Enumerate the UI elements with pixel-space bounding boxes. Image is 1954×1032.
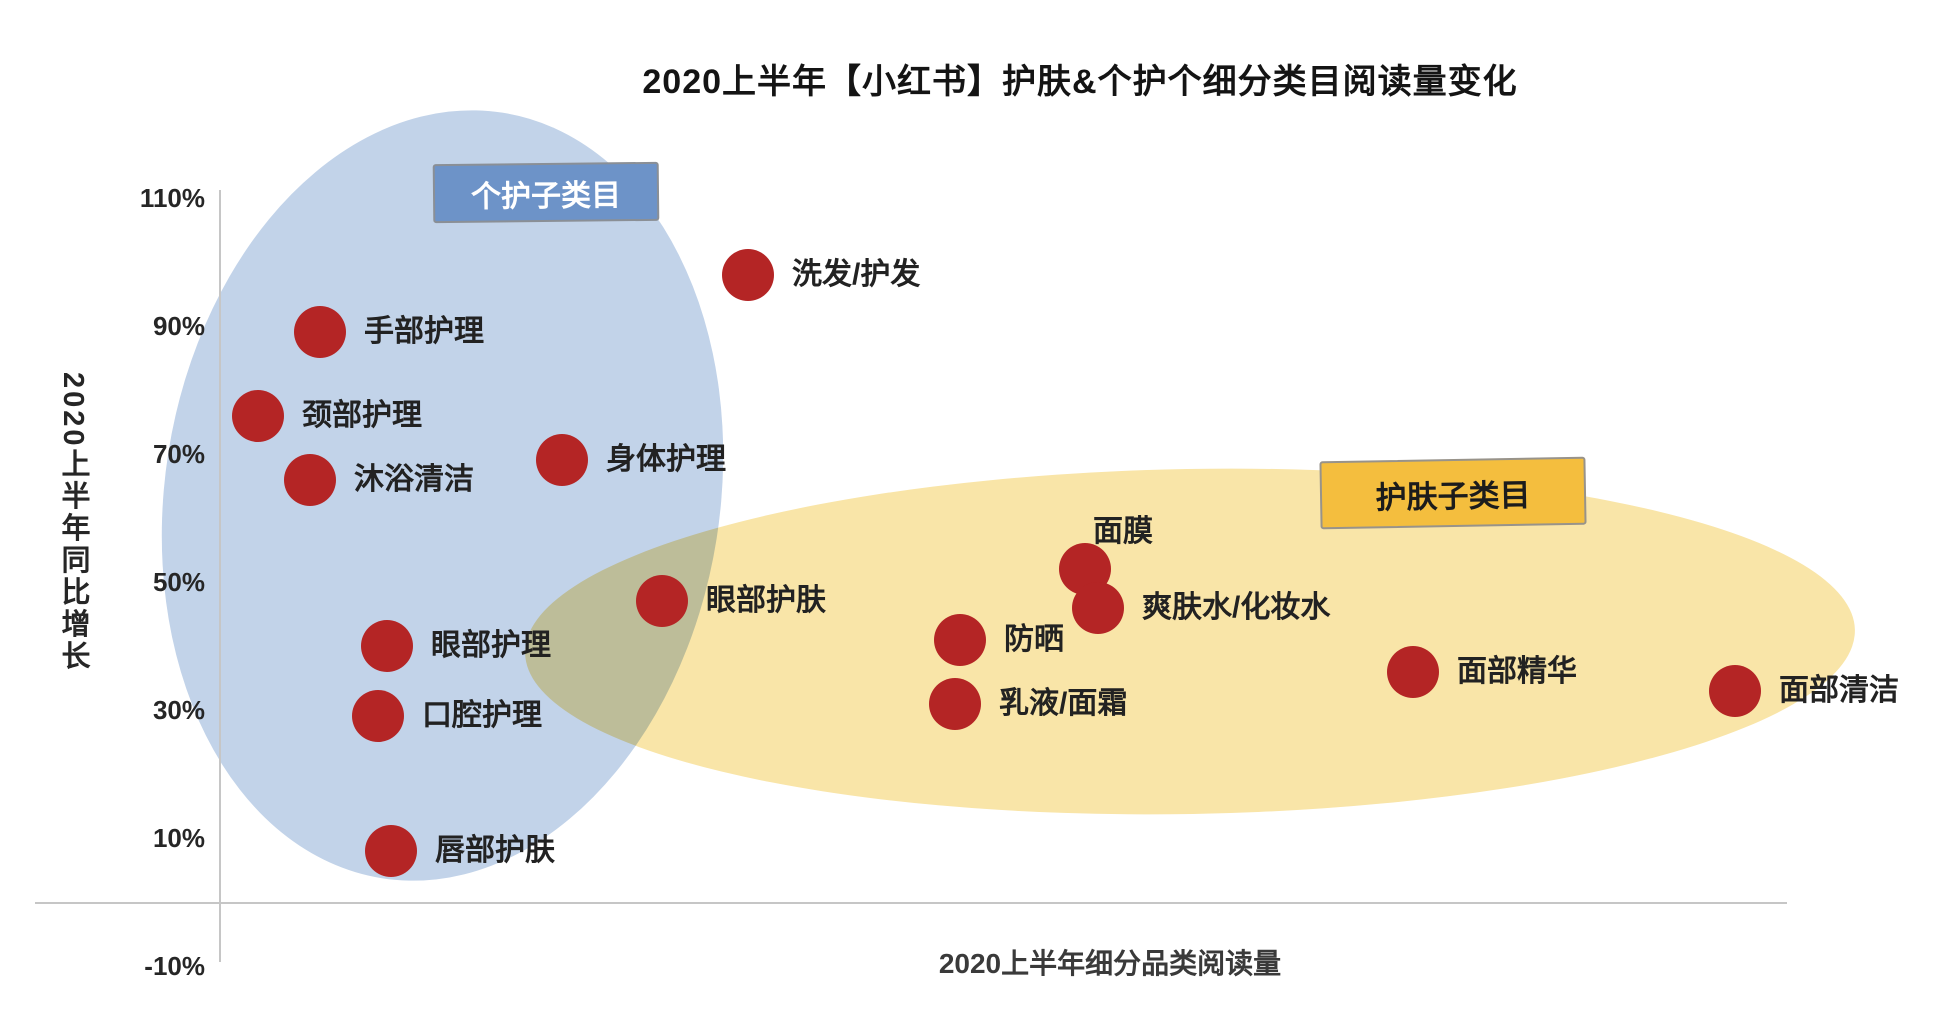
- data-point-toner: [1072, 581, 1124, 634]
- y-axis-title: 2020上半年同比增长: [57, 371, 89, 673]
- data-point-label-sunscreen: 防晒: [1004, 622, 1064, 656]
- data-point-oral-care: [352, 690, 404, 743]
- y-tick-10: 10%: [152, 823, 205, 853]
- y-tick-90: 90%: [152, 311, 205, 341]
- y-tick-30: 30%: [152, 695, 205, 725]
- personal-care-group-label: 个护子类目: [432, 161, 660, 224]
- y-tick--10: -10%: [144, 951, 205, 981]
- data-point-label-face-mask: 面膜: [1093, 515, 1153, 549]
- data-point-label-eye-care: 眼部护理: [431, 629, 551, 662]
- data-point-neck-care: [232, 389, 284, 442]
- data-point-label-neck-care: 颈部护理: [302, 398, 422, 432]
- x-axis-title: 2020上半年细分品类阅读量: [938, 948, 1282, 979]
- data-point-hand-care: [294, 306, 346, 359]
- data-point-label-facial-cleansing: 面部清洁: [1779, 673, 1899, 707]
- data-point-label-body-care: 身体护理: [606, 443, 726, 477]
- chart-title: 2020上半年【小红书】护肤&个护个细分类目阅读量变化: [642, 63, 1518, 101]
- y-axis-line: [219, 190, 221, 962]
- data-point-bath-cleansing: [284, 453, 336, 506]
- data-point-label-hand-care: 手部护理: [364, 315, 484, 349]
- data-point-body-care: [536, 434, 588, 487]
- skincare-group-label: 护肤子类目: [1319, 456, 1587, 530]
- data-point-lip-skincare: [365, 824, 417, 877]
- data-point-label-lip-skincare: 唇部护肤: [435, 833, 555, 867]
- data-point-shampoo-hair: [722, 248, 774, 301]
- data-point-label-lotion-cream: 乳液/面霜: [999, 686, 1128, 720]
- y-tick-70: 70%: [152, 439, 205, 469]
- data-point-lotion-cream: [929, 677, 981, 730]
- data-point-sunscreen: [934, 613, 986, 666]
- y-tick-110: 110%: [139, 183, 205, 213]
- data-point-eye-care: [361, 620, 413, 672]
- data-point-facial-cleansing: [1709, 664, 1761, 717]
- data-point-label-oral-care: 口腔护理: [422, 699, 542, 733]
- data-point-label-shampoo-hair: 洗发/护发: [792, 257, 921, 291]
- data-point-facial-serum: [1387, 645, 1439, 698]
- data-point-label-eye-skincare: 眼部护肤: [706, 584, 826, 618]
- data-point-eye-skincare: [636, 575, 688, 628]
- data-point-label-bath-cleansing: 沐浴清洁: [354, 462, 474, 496]
- data-point-label-toner: 爽肤水/化妆水: [1142, 590, 1331, 624]
- skincare-group-ellipse: [522, 457, 1858, 826]
- data-point-label-facial-serum: 面部精华: [1457, 654, 1577, 688]
- y-tick-50: 50%: [152, 567, 205, 597]
- x-axis-line: [35, 902, 1787, 904]
